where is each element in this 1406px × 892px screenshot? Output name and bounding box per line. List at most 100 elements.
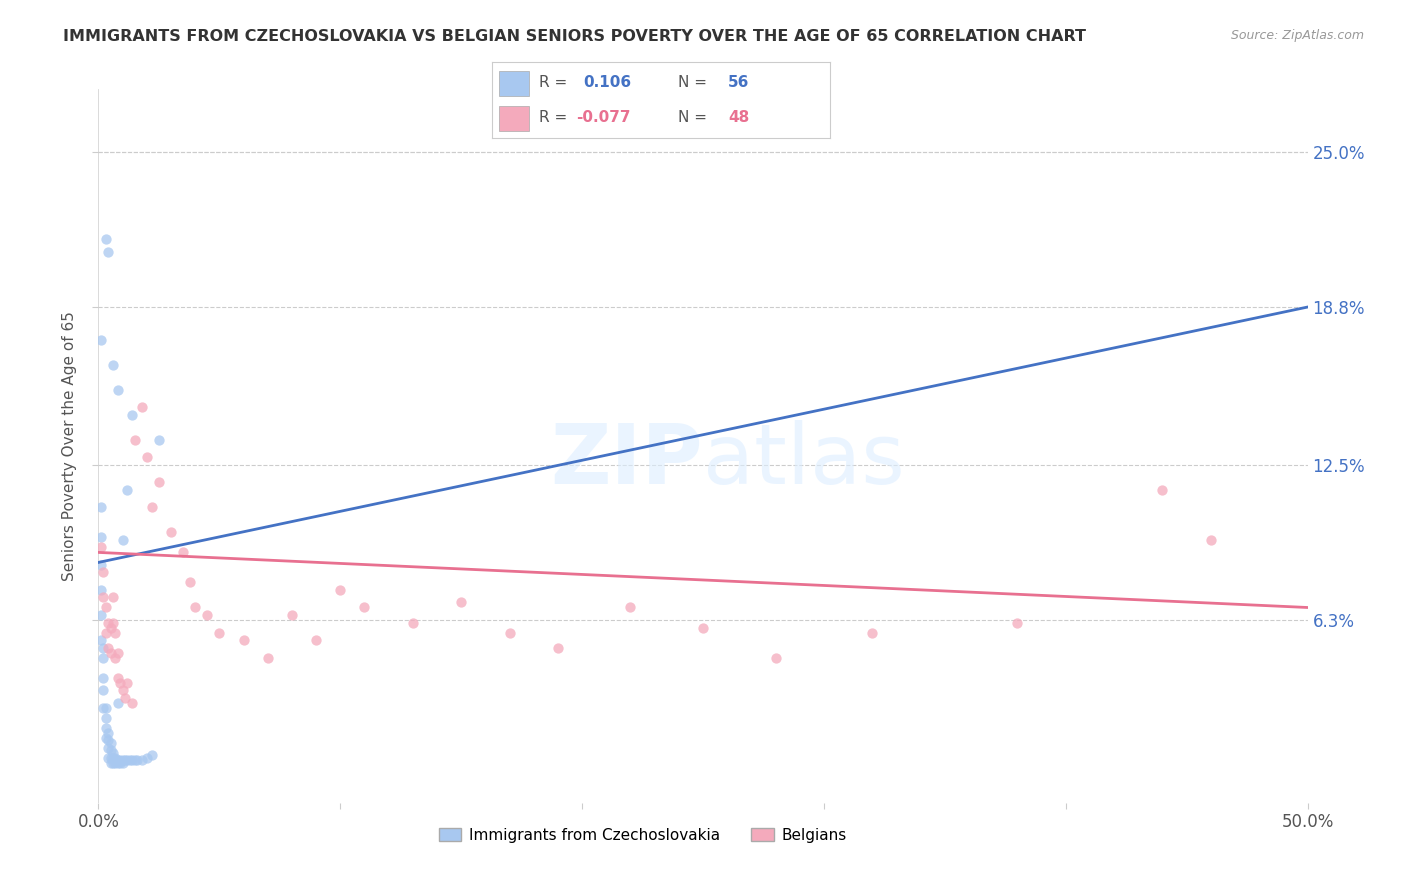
Text: N =: N = bbox=[678, 111, 711, 125]
Point bbox=[148, 475, 170, 490]
Point bbox=[135, 450, 157, 465]
Point bbox=[100, 646, 122, 660]
Point bbox=[104, 650, 127, 665]
Point bbox=[97, 733, 120, 747]
Point bbox=[117, 753, 139, 767]
Point bbox=[107, 696, 129, 710]
Point bbox=[90, 633, 112, 648]
Point bbox=[111, 756, 134, 770]
Point bbox=[101, 746, 124, 760]
Point bbox=[101, 756, 124, 770]
Point bbox=[108, 753, 131, 767]
Text: IMMIGRANTS FROM CZECHOSLOVAKIA VS BELGIAN SENIORS POVERTY OVER THE AGE OF 65 COR: IMMIGRANTS FROM CZECHOSLOVAKIA VS BELGIA… bbox=[63, 29, 1087, 44]
Point bbox=[402, 615, 425, 630]
Point bbox=[107, 383, 129, 397]
Point bbox=[107, 753, 129, 767]
Point bbox=[232, 633, 254, 648]
Point bbox=[107, 671, 129, 685]
Point bbox=[91, 650, 114, 665]
Text: atlas: atlas bbox=[703, 420, 904, 500]
Point bbox=[121, 696, 143, 710]
Text: R =: R = bbox=[540, 111, 572, 125]
Point bbox=[117, 675, 139, 690]
Point bbox=[172, 545, 194, 559]
Point bbox=[90, 500, 112, 515]
Point bbox=[353, 600, 375, 615]
Point bbox=[91, 671, 114, 685]
Point bbox=[94, 721, 117, 735]
Legend: Immigrants from Czechoslovakia, Belgians: Immigrants from Czechoslovakia, Belgians bbox=[433, 822, 852, 848]
Point bbox=[131, 400, 153, 414]
Point bbox=[104, 625, 127, 640]
Point bbox=[108, 756, 131, 770]
Point bbox=[97, 740, 120, 755]
Point bbox=[97, 725, 120, 739]
Point bbox=[107, 756, 129, 770]
Point bbox=[860, 625, 883, 640]
FancyBboxPatch shape bbox=[499, 70, 529, 95]
Point bbox=[498, 625, 520, 640]
Text: 48: 48 bbox=[728, 111, 749, 125]
Point bbox=[90, 558, 112, 572]
Point bbox=[124, 753, 146, 767]
Point bbox=[118, 753, 141, 767]
Point bbox=[131, 753, 153, 767]
Point bbox=[90, 607, 112, 622]
Point bbox=[91, 591, 114, 605]
Point bbox=[135, 750, 157, 764]
Point bbox=[97, 244, 120, 259]
Text: Source: ZipAtlas.com: Source: ZipAtlas.com bbox=[1230, 29, 1364, 42]
Point bbox=[305, 633, 328, 648]
Point bbox=[127, 753, 149, 767]
Text: ZIP: ZIP bbox=[551, 420, 703, 500]
Point bbox=[184, 600, 207, 615]
Point bbox=[281, 607, 304, 622]
Point bbox=[90, 582, 112, 597]
Point bbox=[101, 750, 124, 764]
Text: 56: 56 bbox=[728, 76, 749, 90]
Point bbox=[160, 525, 183, 540]
Point bbox=[94, 625, 117, 640]
Point bbox=[97, 750, 120, 764]
Point bbox=[107, 646, 129, 660]
Point bbox=[124, 433, 146, 447]
Point bbox=[121, 753, 143, 767]
Point bbox=[329, 582, 352, 597]
Y-axis label: Seniors Poverty Over the Age of 65: Seniors Poverty Over the Age of 65 bbox=[62, 311, 77, 581]
Point bbox=[91, 566, 114, 580]
Point bbox=[121, 408, 143, 422]
Point bbox=[94, 731, 117, 745]
Point bbox=[100, 743, 122, 757]
Point bbox=[101, 591, 124, 605]
Point bbox=[619, 600, 641, 615]
Point bbox=[117, 483, 139, 497]
Point bbox=[1199, 533, 1222, 547]
Point bbox=[114, 753, 136, 767]
Point bbox=[111, 533, 134, 547]
Point bbox=[94, 711, 117, 725]
Point bbox=[91, 700, 114, 714]
Point bbox=[94, 600, 117, 615]
Point bbox=[91, 640, 114, 655]
Text: 0.106: 0.106 bbox=[583, 76, 631, 90]
Point bbox=[97, 615, 120, 630]
FancyBboxPatch shape bbox=[499, 105, 529, 130]
Point bbox=[111, 753, 134, 767]
Point bbox=[148, 433, 170, 447]
Point bbox=[90, 333, 112, 347]
Point bbox=[108, 675, 131, 690]
Point bbox=[1152, 483, 1174, 497]
Point bbox=[765, 650, 787, 665]
Point bbox=[100, 756, 122, 770]
Text: -0.077: -0.077 bbox=[576, 111, 631, 125]
Point bbox=[90, 541, 112, 555]
Point bbox=[114, 690, 136, 705]
Point bbox=[141, 500, 163, 515]
Point bbox=[101, 358, 124, 372]
Text: R =: R = bbox=[540, 76, 578, 90]
Point bbox=[450, 595, 472, 609]
Point bbox=[91, 683, 114, 698]
Point bbox=[100, 621, 122, 635]
Point bbox=[141, 748, 163, 763]
Point bbox=[104, 750, 127, 764]
